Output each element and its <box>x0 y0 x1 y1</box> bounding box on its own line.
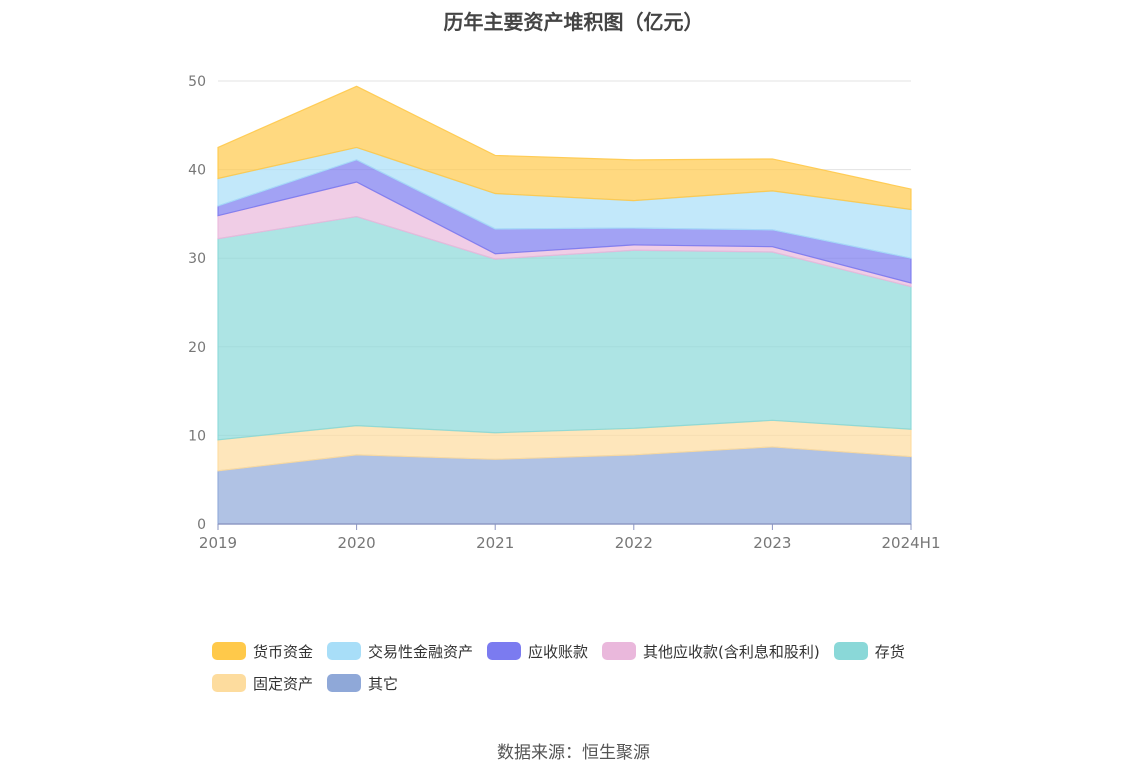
legend-swatch <box>487 642 522 660</box>
legend-item[interactable]: 其它 <box>327 672 398 694</box>
legend-swatch <box>212 674 246 692</box>
legend-swatch <box>833 642 868 660</box>
source-note: 数据来源：恒生聚源 <box>497 743 650 763</box>
legend-swatch <box>327 642 362 660</box>
y-tick-label: 20 <box>188 340 206 356</box>
legend-label: 固定资产 <box>253 674 314 693</box>
chart-title: 历年主要资产堆积图（亿元） <box>443 10 704 34</box>
legend-item[interactable]: 固定资产 <box>212 672 313 694</box>
area-series <box>217 85 912 525</box>
legend-item[interactable]: 应收账款 <box>487 640 588 662</box>
legend-swatch <box>212 642 246 660</box>
legend-swatch <box>602 642 637 660</box>
y-tick-label: 0 <box>197 517 206 533</box>
axes: 0 10 20 30 40 50 2019 2020 2021 2022 2023 2024H1 <box>188 74 940 552</box>
legend: 货币资金 交易性金融资产 应收账款 其他应收款(含利息和股利) 存货固定资产 其它 <box>212 640 972 694</box>
x-tick-label: 2022 <box>615 534 653 552</box>
stacked-area-chart: 0 10 20 30 40 50 2019 2020 2021 2022 2023 2024H1 <box>188 74 940 552</box>
legend-item[interactable]: 其他应收款(含利息和股利) <box>602 640 820 662</box>
legend-label: 存货 <box>874 642 905 661</box>
y-tick-label: 30 <box>188 251 206 267</box>
legend-swatch <box>327 674 362 692</box>
y-tick-label: 40 <box>188 163 206 179</box>
legend-label: 其它 <box>368 674 399 693</box>
legend-item[interactable]: 交易性金融资产 <box>327 640 473 662</box>
legend-label: 交易性金融资产 <box>368 642 474 661</box>
y-tick-label: 50 <box>188 74 206 90</box>
x-tick-label: 2019 <box>199 534 237 552</box>
legend-label: 货币资金 <box>253 642 314 661</box>
legend-item[interactable]: 存货 <box>833 640 905 662</box>
x-tick-label: 2020 <box>338 534 376 552</box>
x-tick-label: 2024H1 <box>882 534 941 552</box>
area-series-6[interactable] <box>217 85 912 211</box>
x-tick-label: 2021 <box>476 534 514 552</box>
legend-label: 应收账款 <box>528 642 589 661</box>
legend-label: 其他应收款(含利息和股利) <box>643 642 820 661</box>
x-tick-label: 2023 <box>753 534 791 552</box>
legend-item[interactable]: 货币资金 <box>212 640 313 662</box>
y-tick-label: 10 <box>188 428 206 444</box>
